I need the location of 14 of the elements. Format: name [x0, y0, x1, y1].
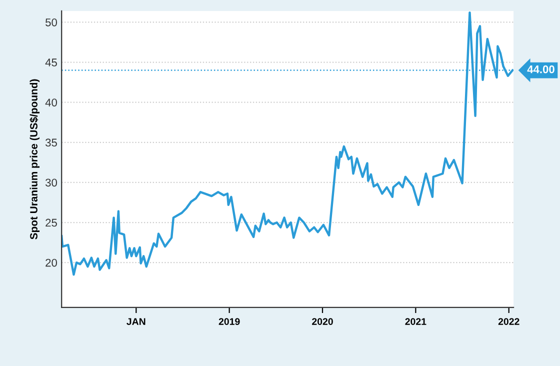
x-tick-label: 2019: [218, 318, 240, 325]
x-tick-label: 2020: [312, 318, 333, 325]
y-tick-label: 40: [45, 98, 57, 106]
y-tick-label: 25: [46, 218, 57, 227]
x-tick-label: JAN: [126, 318, 146, 325]
y-tick-label: 30: [46, 178, 57, 187]
x-tick-label: 2022: [498, 318, 520, 325]
y-tick-label: 35: [46, 138, 57, 147]
ref-line-label: 44.00: [527, 65, 554, 74]
y-axis-title: Spot Uranium price (US$/pound): [30, 79, 40, 240]
y-tick-label: 50: [46, 18, 57, 26]
y-tick-label: 45: [45, 58, 57, 66]
x-tick-label: 2021: [405, 318, 426, 325]
y-tick-label: 20: [46, 258, 57, 267]
